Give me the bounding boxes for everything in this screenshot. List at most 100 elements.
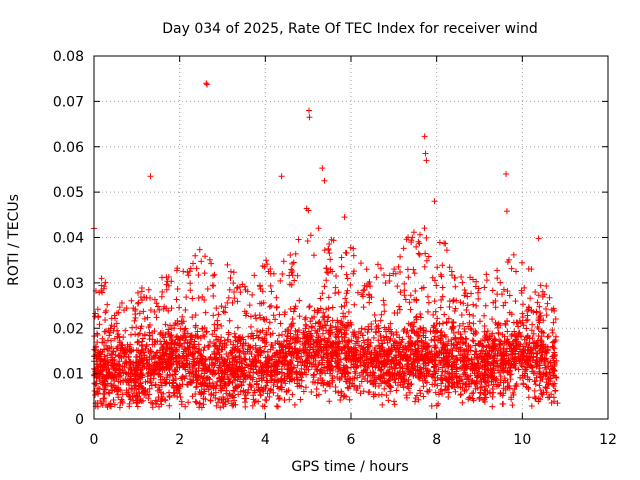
data-point [275,396,282,403]
data-point [271,379,278,386]
data-point [245,362,252,369]
data-point [318,380,325,387]
data-point [325,245,332,252]
data-point [227,338,234,345]
data-point [468,326,475,333]
data-point [211,327,218,334]
data-point [102,309,109,316]
data-point [221,382,228,389]
data-point [440,354,447,361]
data-point [485,382,492,389]
data-point [249,402,256,409]
data-point [494,267,501,274]
data-point [224,299,231,306]
data-point [438,296,445,303]
data-point [102,317,109,324]
data-point [294,362,301,369]
data-point [545,394,552,401]
data-point [120,369,127,376]
data-point [135,376,142,383]
data-point [291,305,298,312]
data-point [109,372,116,379]
data-point [381,385,388,392]
data-point [236,378,243,385]
data-point [360,287,367,294]
data-point [289,272,296,279]
y-tick-label: 0.02 [53,321,84,337]
data-point [182,307,189,314]
data-point [500,286,507,293]
data-point [446,373,453,380]
data-point [528,327,535,334]
data-point [309,379,316,386]
data-point [474,355,481,362]
data-point [421,357,428,364]
data-point [138,285,145,292]
data-point [328,324,335,331]
data-point [144,314,151,321]
data-point [262,343,269,350]
data-point [117,347,124,354]
data-point [253,315,260,322]
data-point [492,319,499,326]
data-point [471,351,478,358]
data-point [149,404,156,411]
data-point [192,322,199,329]
data-point [428,357,435,364]
data-point [529,335,536,342]
data-point [204,81,211,88]
data-point [180,268,187,275]
data-point [245,369,252,376]
data-point [240,379,247,386]
data-point [421,373,428,380]
data-point [408,327,415,334]
data-point [481,284,488,291]
data-point [541,356,548,363]
data-point [364,378,371,385]
data-point [407,334,414,341]
data-point [469,378,476,384]
data-point [397,365,404,372]
data-point [314,307,321,314]
data-point [218,378,225,385]
data-point [301,316,308,323]
data-point [539,345,546,352]
data-point [549,366,556,373]
data-point [267,331,274,338]
data-point [487,361,494,368]
data-point [204,286,211,293]
data-point [281,377,288,384]
data-point [472,342,479,349]
y-tick-label: 0.05 [53,185,84,201]
data-point [238,382,245,389]
data-point [352,340,359,347]
data-point [133,324,140,331]
data-point [395,263,402,270]
data-point [304,238,311,245]
data-point [329,304,336,311]
data-point [334,339,341,346]
data-point [325,359,332,366]
data-point [530,353,537,360]
data-point [468,356,475,363]
data-point [253,380,260,387]
data-point [463,307,470,314]
data-point [215,364,222,371]
data-point [382,360,389,367]
data-point [141,356,148,363]
data-point [192,252,199,259]
data-point [315,391,322,398]
data-point [543,312,550,319]
data-point [174,346,181,353]
data-point [342,295,349,302]
data-point [446,303,453,310]
data-point [511,358,518,365]
data-point [157,338,164,345]
data-point [194,333,201,340]
data-point [219,400,226,407]
data-point [180,352,187,359]
data-point [310,374,317,381]
data-point [350,270,357,277]
data-point [306,114,313,121]
data-point [270,270,277,277]
